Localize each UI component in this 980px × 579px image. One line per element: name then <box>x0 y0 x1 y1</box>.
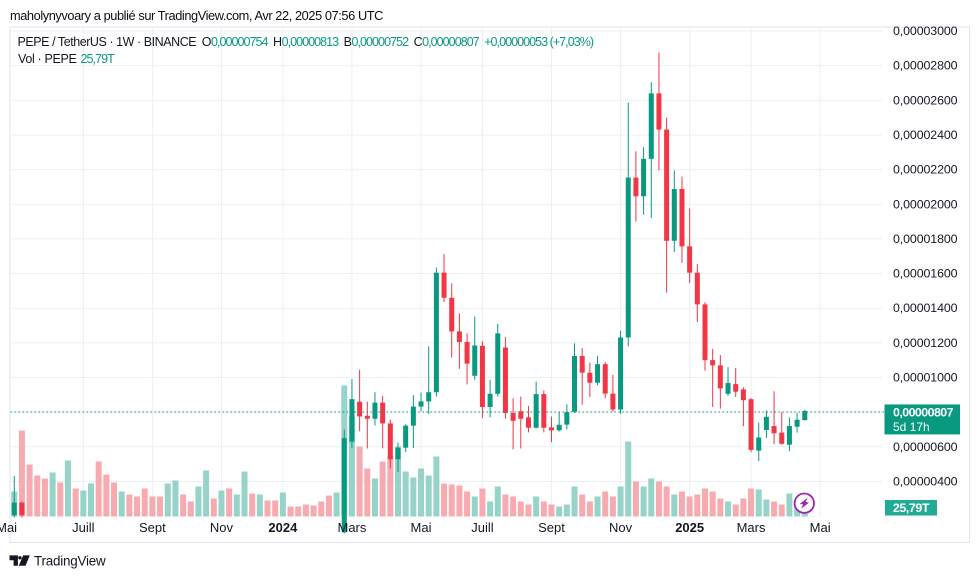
svg-text:Juill: Juill <box>471 520 494 535</box>
svg-text:25,79T: 25,79T <box>893 501 930 515</box>
svg-text:0,00002400: 0,00002400 <box>893 128 958 142</box>
svg-text:Nov: Nov <box>609 520 633 535</box>
svg-text:0,00001400: 0,00001400 <box>893 301 958 315</box>
svg-text:0,00000600: 0,00000600 <box>893 440 958 454</box>
svg-text:Mars: Mars <box>338 520 367 535</box>
svg-text:Sept: Sept <box>538 520 565 535</box>
svg-text:Sept: Sept <box>139 520 166 535</box>
svg-text:5d 17h: 5d 17h <box>893 420 930 434</box>
svg-text:0,00003000: 0,00003000 <box>893 24 958 38</box>
svg-text:0,00002200: 0,00002200 <box>893 163 958 177</box>
svg-text:0,00002800: 0,00002800 <box>893 59 958 73</box>
svg-text:Mai: Mai <box>810 520 831 535</box>
svg-text:0,00001200: 0,00001200 <box>893 336 958 350</box>
svg-text:Mai: Mai <box>411 520 432 535</box>
svg-text:Mai: Mai <box>0 520 17 535</box>
svg-text:2024: 2024 <box>268 520 298 535</box>
svg-text:Juill: Juill <box>72 520 95 535</box>
svg-text:0,00002000: 0,00002000 <box>893 197 958 211</box>
svg-text:TradingView: TradingView <box>34 554 106 569</box>
svg-text:0,00002600: 0,00002600 <box>893 93 958 107</box>
svg-text:0,00001000: 0,00001000 <box>893 371 958 385</box>
svg-text:0,00000807: 0,00000807 <box>893 405 954 419</box>
svg-text:0,00001600: 0,00001600 <box>893 267 958 281</box>
svg-text:Nov: Nov <box>210 520 234 535</box>
svg-text:0,00000400: 0,00000400 <box>893 474 958 488</box>
svg-text:2025: 2025 <box>675 520 704 535</box>
svg-text:0,00001800: 0,00001800 <box>893 232 958 246</box>
svg-text:Mars: Mars <box>737 520 766 535</box>
